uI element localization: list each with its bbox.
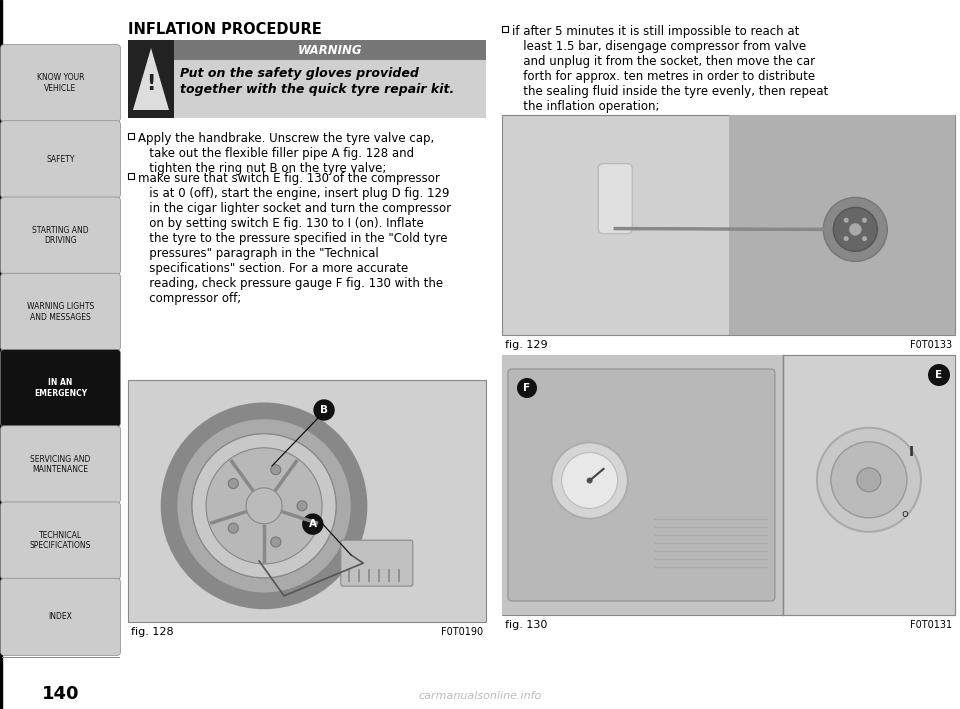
Bar bbox=[128, 40, 486, 118]
Text: F: F bbox=[523, 383, 531, 393]
Circle shape bbox=[271, 537, 280, 547]
Bar bbox=[128, 174, 134, 179]
Bar bbox=[782, 355, 955, 615]
Circle shape bbox=[824, 197, 887, 262]
Circle shape bbox=[562, 452, 617, 508]
Text: SAFETY: SAFETY bbox=[46, 155, 75, 164]
Text: !: ! bbox=[146, 74, 156, 94]
Text: Put on the safety gloves provided: Put on the safety gloves provided bbox=[180, 67, 419, 80]
Circle shape bbox=[302, 514, 323, 534]
Bar bbox=[782, 355, 955, 615]
Text: F0T0190: F0T0190 bbox=[441, 627, 483, 637]
Text: WARNING: WARNING bbox=[298, 43, 362, 57]
FancyBboxPatch shape bbox=[1, 425, 121, 503]
Text: STARTING AND
DRIVING: STARTING AND DRIVING bbox=[33, 226, 89, 245]
Circle shape bbox=[228, 479, 238, 489]
Circle shape bbox=[587, 478, 592, 484]
Bar bbox=[128, 133, 134, 139]
Bar bbox=[502, 115, 955, 335]
Circle shape bbox=[246, 488, 282, 524]
Circle shape bbox=[206, 448, 322, 564]
Bar bbox=[502, 355, 955, 615]
Circle shape bbox=[844, 236, 849, 241]
Text: fig. 130: fig. 130 bbox=[505, 620, 547, 630]
Text: F0T0131: F0T0131 bbox=[910, 620, 952, 630]
Text: INFLATION PROCEDURE: INFLATION PROCEDURE bbox=[128, 22, 322, 37]
Bar bbox=[502, 355, 782, 615]
FancyBboxPatch shape bbox=[1, 273, 121, 350]
Text: Apply the handbrake. Unscrew the tyre valve cap,
   take out the flexible filler: Apply the handbrake. Unscrew the tyre va… bbox=[138, 132, 434, 175]
Circle shape bbox=[850, 223, 861, 235]
Circle shape bbox=[169, 411, 359, 601]
Circle shape bbox=[928, 364, 950, 386]
Circle shape bbox=[271, 464, 280, 475]
Circle shape bbox=[833, 208, 877, 252]
Circle shape bbox=[817, 428, 921, 532]
Circle shape bbox=[192, 434, 336, 578]
Bar bbox=[0, 0, 2, 709]
Bar bbox=[128, 380, 486, 622]
Text: SERVICING AND
MAINTENANCE: SERVICING AND MAINTENANCE bbox=[31, 454, 90, 474]
Text: B: B bbox=[320, 405, 328, 415]
Circle shape bbox=[228, 523, 238, 533]
Text: 140: 140 bbox=[41, 685, 80, 703]
Text: I: I bbox=[908, 445, 914, 459]
Text: WARNING LIGHTS
AND MESSAGES: WARNING LIGHTS AND MESSAGES bbox=[27, 302, 94, 322]
Text: carmanualsonline.info: carmanualsonline.info bbox=[419, 691, 541, 701]
Text: INDEX: INDEX bbox=[49, 613, 72, 621]
Text: make sure that switch E fig. 130 of the compressor
   is at 0 (off), start the e: make sure that switch E fig. 130 of the … bbox=[138, 172, 451, 306]
Text: together with the quick tyre repair kit.: together with the quick tyre repair kit. bbox=[180, 83, 454, 96]
FancyBboxPatch shape bbox=[1, 579, 121, 656]
Text: IN AN
EMERGENCY: IN AN EMERGENCY bbox=[34, 379, 87, 398]
Bar bbox=[502, 26, 508, 32]
Polygon shape bbox=[133, 48, 169, 110]
Bar bbox=[128, 40, 174, 118]
Circle shape bbox=[862, 218, 867, 223]
Text: if after 5 minutes it is still impossible to reach at
   least 1.5 bar, disengag: if after 5 minutes it is still impossibl… bbox=[512, 25, 828, 113]
FancyBboxPatch shape bbox=[1, 197, 121, 274]
Text: E: E bbox=[935, 370, 943, 380]
Circle shape bbox=[844, 218, 849, 223]
Circle shape bbox=[862, 236, 867, 241]
FancyBboxPatch shape bbox=[598, 164, 633, 233]
Circle shape bbox=[297, 501, 307, 511]
Bar bbox=[729, 115, 955, 335]
Text: A: A bbox=[309, 519, 317, 529]
FancyBboxPatch shape bbox=[1, 45, 121, 122]
Text: KNOW YOUR
VEHICLE: KNOW YOUR VEHICLE bbox=[36, 74, 84, 93]
Text: F0T0133: F0T0133 bbox=[910, 340, 952, 350]
FancyBboxPatch shape bbox=[508, 369, 775, 601]
Bar bbox=[174, 40, 486, 60]
Circle shape bbox=[517, 378, 537, 398]
Circle shape bbox=[314, 400, 334, 420]
FancyBboxPatch shape bbox=[1, 502, 121, 579]
Text: TECHNICAL
SPECIFICATIONS: TECHNICAL SPECIFICATIONS bbox=[30, 531, 91, 550]
FancyBboxPatch shape bbox=[1, 121, 121, 198]
FancyBboxPatch shape bbox=[1, 350, 121, 427]
Circle shape bbox=[857, 468, 881, 492]
Text: fig. 129: fig. 129 bbox=[505, 340, 547, 350]
Text: o: o bbox=[901, 509, 908, 519]
Text: fig. 128: fig. 128 bbox=[131, 627, 174, 637]
Circle shape bbox=[552, 442, 628, 518]
Circle shape bbox=[831, 442, 907, 518]
FancyBboxPatch shape bbox=[341, 540, 413, 586]
